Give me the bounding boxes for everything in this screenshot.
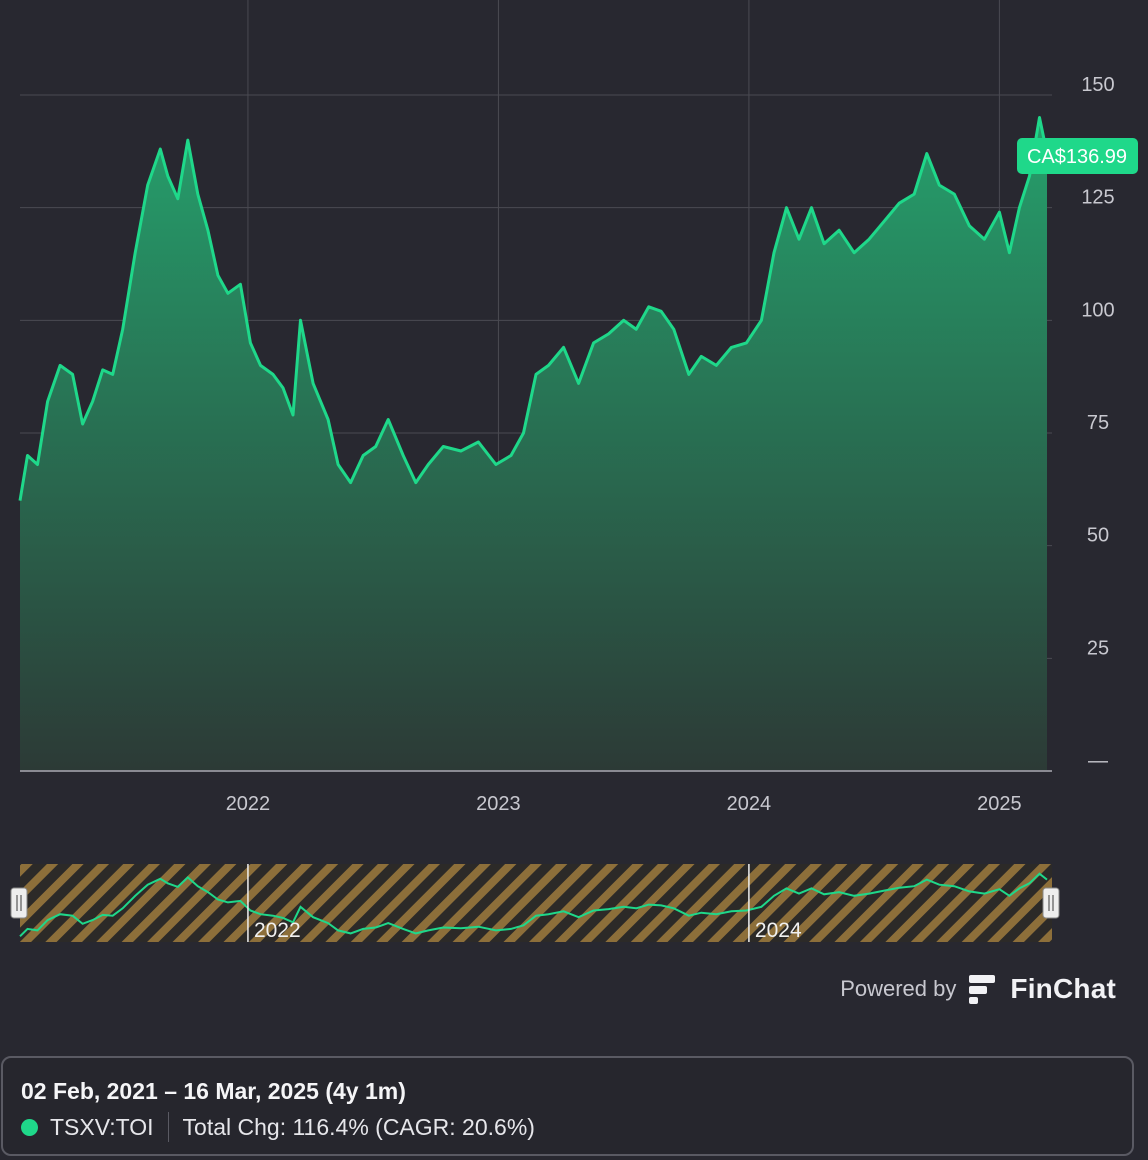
navigator-year-label: 2022 xyxy=(254,919,301,942)
navigator-hatched-range[interactable] xyxy=(20,864,1052,942)
x-tick-label: 2023 xyxy=(476,793,521,815)
finchat-logo-icon xyxy=(969,975,996,1004)
summary-panel: 02 Feb, 2021 – 16 Mar, 2025 (4y 1m) TSXV… xyxy=(1,1056,1134,1156)
price-area-fill xyxy=(20,117,1047,771)
ticker-label[interactable]: TSXV:TOI xyxy=(50,1113,154,1140)
x-axis-ticks: 2022 2023 2024 2025 xyxy=(226,793,1022,815)
series-color-dot xyxy=(21,1118,38,1136)
separator xyxy=(167,1112,169,1142)
y-tick-label: 150 xyxy=(1081,74,1114,96)
navigator-right-handle[interactable] xyxy=(1042,887,1060,919)
price-line xyxy=(18,116,1049,501)
date-range-label: 02 Feb, 2021 – 16 Mar, 2025 (4y 1m) xyxy=(21,1078,406,1104)
finchat-brand-name: FinChat xyxy=(1010,973,1116,1004)
price-chart[interactable]: 150 125 100 75 50 25 — 2022 2023 2024 2025 CA$136… xyxy=(0,0,1148,840)
navigator-labels: 2022 2024 xyxy=(247,864,802,942)
last-price-text: CA$136.99 xyxy=(1027,146,1127,168)
last-price-label: CA$136.99 xyxy=(1017,138,1138,174)
y-axis-ticks: 150 125 100 75 50 25 — xyxy=(1081,74,1114,772)
navigator-year-label: 2024 xyxy=(755,919,802,942)
series-summary-row: TSXV:TOI Total Chg: 116.4% (CAGR: 20.6%) xyxy=(21,1112,535,1142)
navigator-left-handle[interactable] xyxy=(10,887,28,919)
x-tick-label: 2022 xyxy=(226,793,271,815)
range-navigator[interactable]: 2022 2024 xyxy=(0,860,1148,950)
y-tick-label: 125 xyxy=(1081,187,1114,209)
powered-by-text: Powered by xyxy=(840,976,957,1001)
x-tick-label: 2025 xyxy=(977,793,1022,815)
y-tick-label: 50 xyxy=(1087,525,1109,547)
navigator-line xyxy=(19,872,1048,938)
y-tick-label: 100 xyxy=(1081,299,1114,321)
total-change-label: Total Chg: 116.4% (CAGR: 20.6%) xyxy=(182,1113,535,1140)
powered-by-attribution[interactable]: Powered by FinChat xyxy=(840,972,1116,1006)
y-tick-label: 75 xyxy=(1087,412,1109,434)
y-tick-label: 25 xyxy=(1087,637,1109,659)
x-tick-label: 2024 xyxy=(727,793,772,815)
y-tick-label: — xyxy=(1088,750,1108,772)
